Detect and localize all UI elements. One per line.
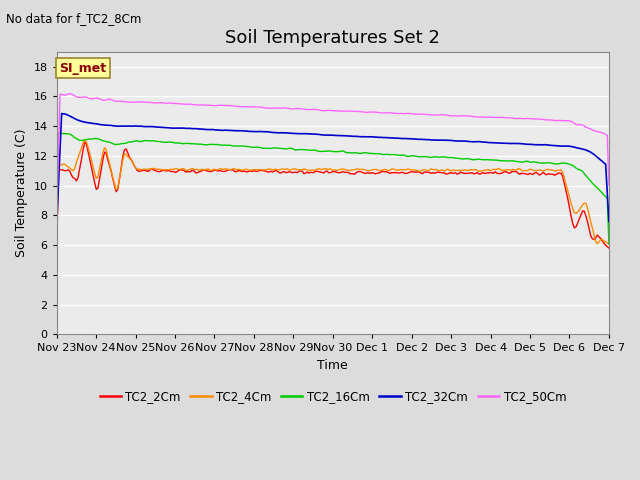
Y-axis label: Soil Temperature (C): Soil Temperature (C) xyxy=(15,129,28,257)
Legend: TC2_2Cm, TC2_4Cm, TC2_16Cm, TC2_32Cm, TC2_50Cm: TC2_2Cm, TC2_4Cm, TC2_16Cm, TC2_32Cm, TC… xyxy=(95,385,571,408)
X-axis label: Time: Time xyxy=(317,359,348,372)
Title: Soil Temperatures Set 2: Soil Temperatures Set 2 xyxy=(225,29,440,48)
Text: No data for f_TC2_8Cm: No data for f_TC2_8Cm xyxy=(6,12,142,25)
Text: SI_met: SI_met xyxy=(60,61,107,74)
